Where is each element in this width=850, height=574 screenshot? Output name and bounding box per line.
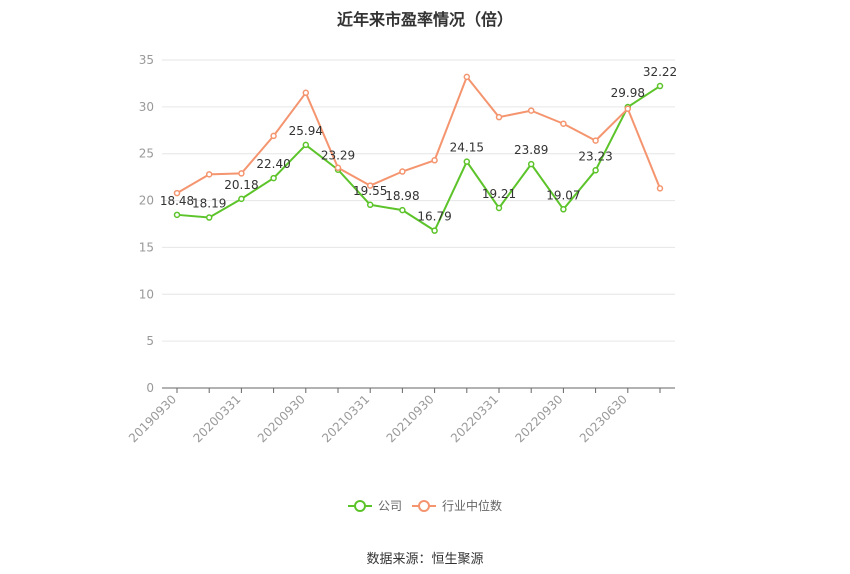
company-data-point (399, 206, 406, 214)
industry-median-data-point (624, 105, 632, 112)
data-label: 19.21 (482, 187, 516, 201)
data-label: 18.98 (385, 189, 419, 203)
source-note: 数据来源：恒生聚源 (366, 552, 484, 567)
industry-median-data-point (592, 137, 599, 144)
x-tick-label: 20230630 (577, 392, 630, 445)
x-tick-label: 20190930 (126, 392, 179, 445)
company-data-point (366, 201, 374, 209)
data-label: 23.29 (321, 149, 355, 163)
industry-median-data-point (366, 182, 374, 189)
y-tick-label: 20 (139, 194, 154, 208)
industry-median-data-point (302, 89, 310, 97)
industry-median-data-point (270, 132, 277, 140)
company-data-point (302, 141, 310, 149)
company-data-point (560, 206, 567, 213)
data-label: 18.19 (192, 197, 226, 211)
y-tick-label: 0 (146, 381, 154, 395)
company-data-point (656, 82, 664, 90)
grid-lines (162, 59, 675, 342)
company-data-point (205, 214, 213, 221)
x-tick-label: 20210930 (384, 392, 437, 445)
industry-median-data-point (656, 185, 664, 192)
data-label: 25.94 (289, 124, 323, 138)
data-label: 16.79 (417, 210, 451, 224)
legend-label: 行业中位数 (442, 498, 502, 513)
industry-median-data-point (431, 157, 438, 164)
company-data-point (463, 158, 471, 165)
industry-median-data-point (334, 164, 342, 172)
y-tick-label: 25 (139, 147, 154, 161)
legend: 公司 行业中位数 (348, 498, 502, 513)
industry-median-data-point (399, 168, 406, 175)
data-label: 23.23 (578, 149, 612, 163)
industry-median-data-point (495, 113, 503, 121)
company-data-point (270, 174, 277, 182)
y-tick-label: 5 (146, 334, 154, 348)
industry-median-data-point (173, 189, 181, 197)
x-tick-label: 20200930 (255, 392, 308, 445)
data-label: 19.07 (546, 188, 580, 202)
company-data-point (527, 160, 535, 168)
company-data-point (431, 227, 438, 234)
industry-median-data-point (560, 120, 567, 127)
legend-label: 公司 (378, 499, 402, 513)
chart-title: 近年来市盈率情况（倍） (336, 10, 513, 29)
data-label: 32.22 (643, 65, 677, 79)
data-label: 20.18 (224, 178, 258, 192)
data-label: 23.89 (514, 143, 548, 157)
series-lines (173, 73, 664, 234)
company-data-point (592, 167, 599, 174)
x-tick-label: 20220930 (512, 392, 565, 445)
x-tick-label: 20220331 (448, 392, 501, 445)
company-data-point (495, 204, 503, 212)
data-label: 18.48 (160, 194, 194, 208)
industry-median-data-point (205, 171, 213, 178)
company-series-line (176, 85, 661, 233)
y-tick-label: 15 (139, 240, 154, 254)
company-data-point (238, 195, 245, 203)
x-tick-label: 20210331 (319, 392, 372, 445)
legend-marker (354, 500, 366, 512)
industry-median-data-point (527, 107, 535, 114)
x-tick-label: 20200331 (190, 392, 243, 445)
data-label: 19.55 (353, 184, 387, 198)
data-label: 29.98 (611, 86, 645, 100)
data-label: 24.15 (450, 141, 484, 155)
y-tick-label: 30 (139, 100, 154, 114)
y-tick-label: 10 (139, 287, 154, 301)
industry-median-series-line (176, 74, 661, 194)
y-tick-label: 35 (139, 53, 154, 67)
data-label: 22.40 (256, 157, 290, 171)
company-data-point (173, 211, 181, 219)
legend-marker (418, 500, 430, 512)
industry-median-data-point (238, 170, 245, 177)
industry-median-data-point (463, 73, 471, 81)
